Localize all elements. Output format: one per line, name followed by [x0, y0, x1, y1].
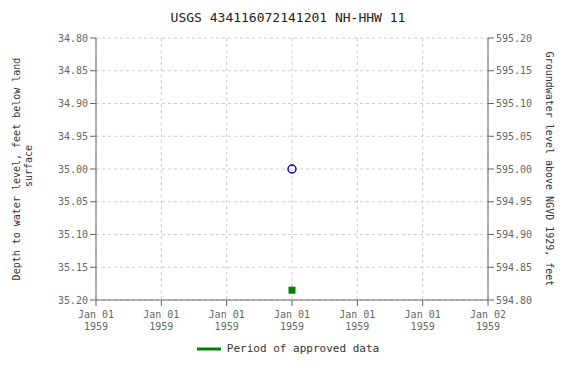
- svg-text:Depth to water level, feet bel: Depth to water level, feet below land su…: [11, 58, 34, 281]
- svg-text:595.00: 595.00: [496, 164, 532, 175]
- svg-text:595.15: 595.15: [496, 65, 532, 76]
- svg-text:594.95: 594.95: [496, 196, 532, 207]
- svg-text:595.20: 595.20: [496, 33, 532, 44]
- svg-text:Jan 011959: Jan 011959: [274, 309, 310, 332]
- svg-text:34.80: 34.80: [58, 33, 88, 44]
- svg-text:594.85: 594.85: [496, 262, 532, 273]
- svg-text:34.90: 34.90: [58, 98, 88, 109]
- svg-text:595.05: 595.05: [496, 131, 532, 142]
- svg-text:34.85: 34.85: [58, 65, 88, 76]
- svg-text:Jan 011959: Jan 011959: [405, 309, 441, 332]
- svg-text:Jan 011959: Jan 011959: [209, 309, 245, 332]
- svg-text:35.05: 35.05: [58, 196, 88, 207]
- svg-text:Jan 011959: Jan 011959: [78, 309, 114, 332]
- svg-text:Jan 011959: Jan 011959: [143, 309, 179, 332]
- svg-text:Groundwater level above NGVD 1: Groundwater level above NGVD 1929, feet: [545, 52, 556, 287]
- svg-text:Jan 021959: Jan 021959: [470, 309, 506, 332]
- svg-text:35.10: 35.10: [58, 229, 88, 240]
- svg-text:Jan 011959: Jan 011959: [339, 309, 375, 332]
- svg-text:595.10: 595.10: [496, 98, 532, 109]
- svg-text:594.80: 594.80: [496, 295, 532, 306]
- html-text:USGS 434116072141201 NH-HHW 11: USGS 434116072141201 NH-HHW 11: [170, 10, 406, 25]
- svg-text:35.00: 35.00: [58, 164, 88, 175]
- html-text:Period of approved data: Period of approved data: [226, 342, 380, 355]
- svg-text:35.15: 35.15: [58, 262, 88, 273]
- svg-text:594.90: 594.90: [496, 229, 532, 240]
- svg-text:34.95: 34.95: [58, 131, 88, 142]
- svg-text:35.20: 35.20: [58, 295, 88, 306]
